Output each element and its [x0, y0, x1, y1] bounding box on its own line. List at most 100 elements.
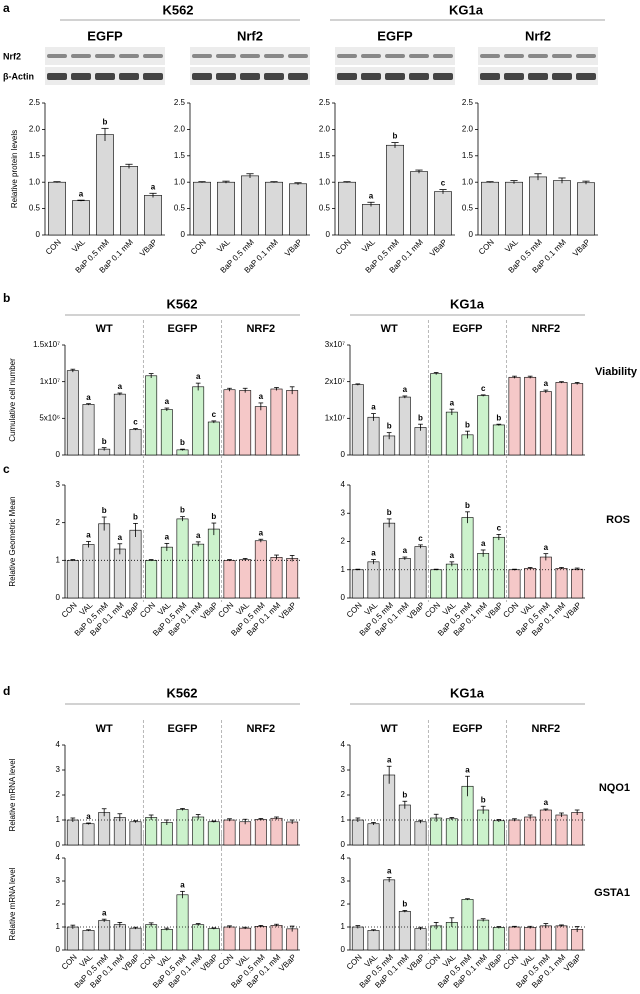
bar: [524, 376, 537, 456]
blot-band: [95, 73, 115, 80]
y-tick-label: 1.0: [174, 177, 186, 186]
bar: [351, 384, 364, 456]
significance-letter: b: [387, 422, 392, 431]
bar: [577, 182, 595, 236]
x-tick-label: CON: [44, 237, 63, 256]
blot-band: [47, 73, 67, 80]
blot-band: [433, 54, 453, 58]
y-tick-label: 4: [341, 480, 346, 489]
x-tick-label: CON: [138, 600, 157, 619]
bar: [270, 557, 283, 599]
x-tick-label: VBaP: [484, 601, 505, 622]
bar: [414, 546, 427, 599]
bar: [477, 553, 490, 599]
y-tick-label: 1.5: [174, 151, 186, 160]
blot-band: [216, 73, 236, 80]
y-tick-label: 1.5x10⁷: [33, 340, 60, 349]
blot-band: [528, 73, 548, 80]
blot-band: [71, 54, 91, 58]
y-tick-label: 1.5: [319, 151, 331, 160]
bar: [430, 817, 443, 846]
y-tick-label: 0.5: [319, 204, 331, 213]
bar: [144, 195, 162, 236]
bar: [571, 383, 584, 456]
bar: [524, 568, 537, 599]
y-tick-label: 2: [341, 790, 346, 799]
bar: [192, 386, 205, 456]
bar: [270, 388, 283, 456]
x-tick-label: CON: [138, 952, 157, 971]
significance-letter: a: [544, 379, 549, 388]
bar: [492, 927, 505, 951]
significance-letter: a: [369, 191, 374, 200]
x-tick-label: CON: [334, 237, 353, 256]
group-label: NRF2: [531, 323, 560, 335]
bar: [398, 911, 411, 951]
x-tick-label: CON: [60, 600, 79, 619]
y-tick-label: 0: [56, 945, 61, 954]
significance-letter: c: [418, 534, 423, 543]
y-tick-label: 4: [341, 740, 346, 749]
group-label: EGFP: [168, 723, 198, 735]
y-tick-label: 1: [341, 922, 346, 931]
y-tick-label: 0.5: [174, 204, 186, 213]
bar: [254, 819, 267, 846]
bar: [254, 406, 267, 456]
significance-letter: a: [450, 551, 455, 560]
blot-band: [433, 73, 453, 80]
bar: [270, 925, 283, 951]
y-tick-label: 0: [341, 840, 346, 849]
significance-letter: b: [211, 512, 216, 521]
x-tick-label: VBaP: [121, 953, 142, 974]
y-tick-label: 0: [326, 230, 331, 239]
bar: [48, 181, 66, 236]
y-tick-label: 2: [56, 899, 61, 908]
blot-band: [119, 54, 139, 58]
bar: [286, 558, 299, 599]
significance-letter: a: [371, 549, 376, 558]
bar: [508, 926, 521, 951]
bar: [286, 390, 299, 456]
y-tick-label: 0.5: [29, 204, 41, 213]
bar: [207, 528, 220, 599]
group-label: EGFP: [453, 723, 483, 735]
x-tick-label: CON: [216, 952, 235, 971]
significance-letter: b: [496, 413, 501, 422]
blot-band: [480, 54, 500, 58]
x-tick-label: VBaP: [277, 953, 298, 974]
blot-band: [192, 73, 212, 80]
cell-line-header: K562: [166, 685, 197, 700]
bar: [145, 817, 158, 846]
y-tick-label: 0: [341, 450, 346, 459]
y-tick-label: 0.5: [462, 204, 474, 213]
bar: [192, 816, 205, 846]
y-tick-label: 1.0: [319, 177, 331, 186]
row-label: GSTA1: [594, 887, 630, 899]
x-tick-label: VBaP: [199, 601, 220, 622]
x-tick-label: CON: [501, 952, 520, 971]
group-label: EGFP: [453, 323, 483, 335]
y-tick-label: 2: [341, 537, 346, 546]
y-tick-label: 2: [56, 790, 61, 799]
bar: [539, 391, 552, 456]
x-tick-label: VBaP: [199, 953, 220, 974]
blot-band: [528, 54, 548, 58]
y-tick-label: 3: [56, 480, 61, 489]
y-tick-label: 1x10⁷: [40, 377, 60, 386]
bar: [477, 919, 490, 951]
bar: [254, 540, 267, 599]
bar: [129, 927, 142, 951]
significance-letter: a: [403, 385, 408, 394]
significance-letter: a: [165, 532, 170, 541]
y-tick-label: 0: [341, 945, 346, 954]
x-tick-label: CON: [477, 237, 496, 256]
bar: [524, 927, 537, 951]
bar: [338, 181, 356, 236]
blot-band: [337, 73, 357, 80]
bar: [82, 930, 95, 951]
bar: [492, 536, 505, 599]
bar: [207, 821, 220, 846]
bar: [351, 819, 364, 846]
bar: [445, 563, 458, 599]
bar: [241, 175, 259, 236]
